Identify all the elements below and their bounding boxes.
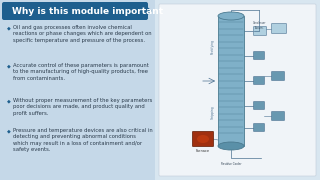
Text: Residue Cooler: Residue Cooler [221,162,241,166]
FancyBboxPatch shape [159,4,316,176]
FancyBboxPatch shape [253,102,265,109]
FancyBboxPatch shape [253,26,267,35]
FancyBboxPatch shape [218,16,244,146]
Text: Accurate control of these parameters is paramount
to the manufacturing of high-q: Accurate control of these parameters is … [13,63,149,81]
Text: ◆: ◆ [7,98,11,103]
Ellipse shape [218,142,244,150]
FancyBboxPatch shape [271,111,284,120]
Text: ◆: ◆ [7,25,11,30]
Text: Oil and gas processes often involve chemical
reactions or phase changes which ar: Oil and gas processes often involve chem… [13,25,152,43]
Text: ◆: ◆ [7,63,11,68]
Text: Pressure and temperature devices are also critical in
detecting and preventing a: Pressure and temperature devices are als… [13,128,153,152]
FancyBboxPatch shape [271,71,284,80]
Text: Rectifying: Rectifying [211,40,215,54]
Polygon shape [144,4,152,18]
Text: ◆: ◆ [7,128,11,133]
FancyBboxPatch shape [253,123,265,132]
FancyBboxPatch shape [271,24,286,33]
FancyBboxPatch shape [2,2,148,20]
Polygon shape [155,0,320,180]
Text: Furnace: Furnace [196,149,210,153]
Text: Stripping: Stripping [211,105,215,119]
FancyBboxPatch shape [253,76,265,84]
Ellipse shape [197,135,209,143]
FancyBboxPatch shape [253,51,265,60]
Text: Why is this module important: Why is this module important [12,7,163,16]
Text: Without proper measurement of the key parameters
poor decisions are made, and pr: Without proper measurement of the key pa… [13,98,152,116]
Ellipse shape [218,12,244,20]
FancyBboxPatch shape [193,132,213,147]
Text: Condenser
Accum.: Condenser Accum. [253,21,267,30]
